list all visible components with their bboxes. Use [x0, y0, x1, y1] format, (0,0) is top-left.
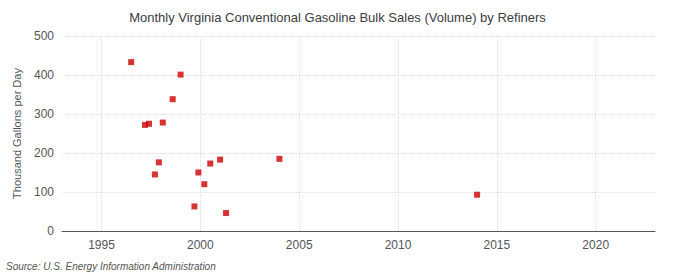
svg-text:Monthly Virginia Conventional: Monthly Virginia Conventional Gasoline B… — [129, 10, 546, 25]
svg-text:200: 200 — [34, 146, 54, 160]
svg-text:400: 400 — [34, 68, 54, 82]
svg-text:100: 100 — [34, 185, 54, 199]
svg-text:Source: U.S. Energy Informatio: Source: U.S. Energy Information Administ… — [6, 261, 216, 272]
svg-text:2020: 2020 — [582, 238, 609, 252]
svg-text:2010: 2010 — [385, 238, 412, 252]
svg-text:2005: 2005 — [286, 238, 313, 252]
svg-text:0: 0 — [47, 224, 54, 238]
svg-text:2000: 2000 — [187, 238, 214, 252]
svg-text:1995: 1995 — [88, 238, 115, 252]
svg-text:Thousand Gallons per Day: Thousand Gallons per Day — [11, 68, 23, 199]
svg-text:2015: 2015 — [484, 238, 511, 252]
svg-text:500: 500 — [34, 29, 54, 43]
svg-text:300: 300 — [34, 107, 54, 121]
